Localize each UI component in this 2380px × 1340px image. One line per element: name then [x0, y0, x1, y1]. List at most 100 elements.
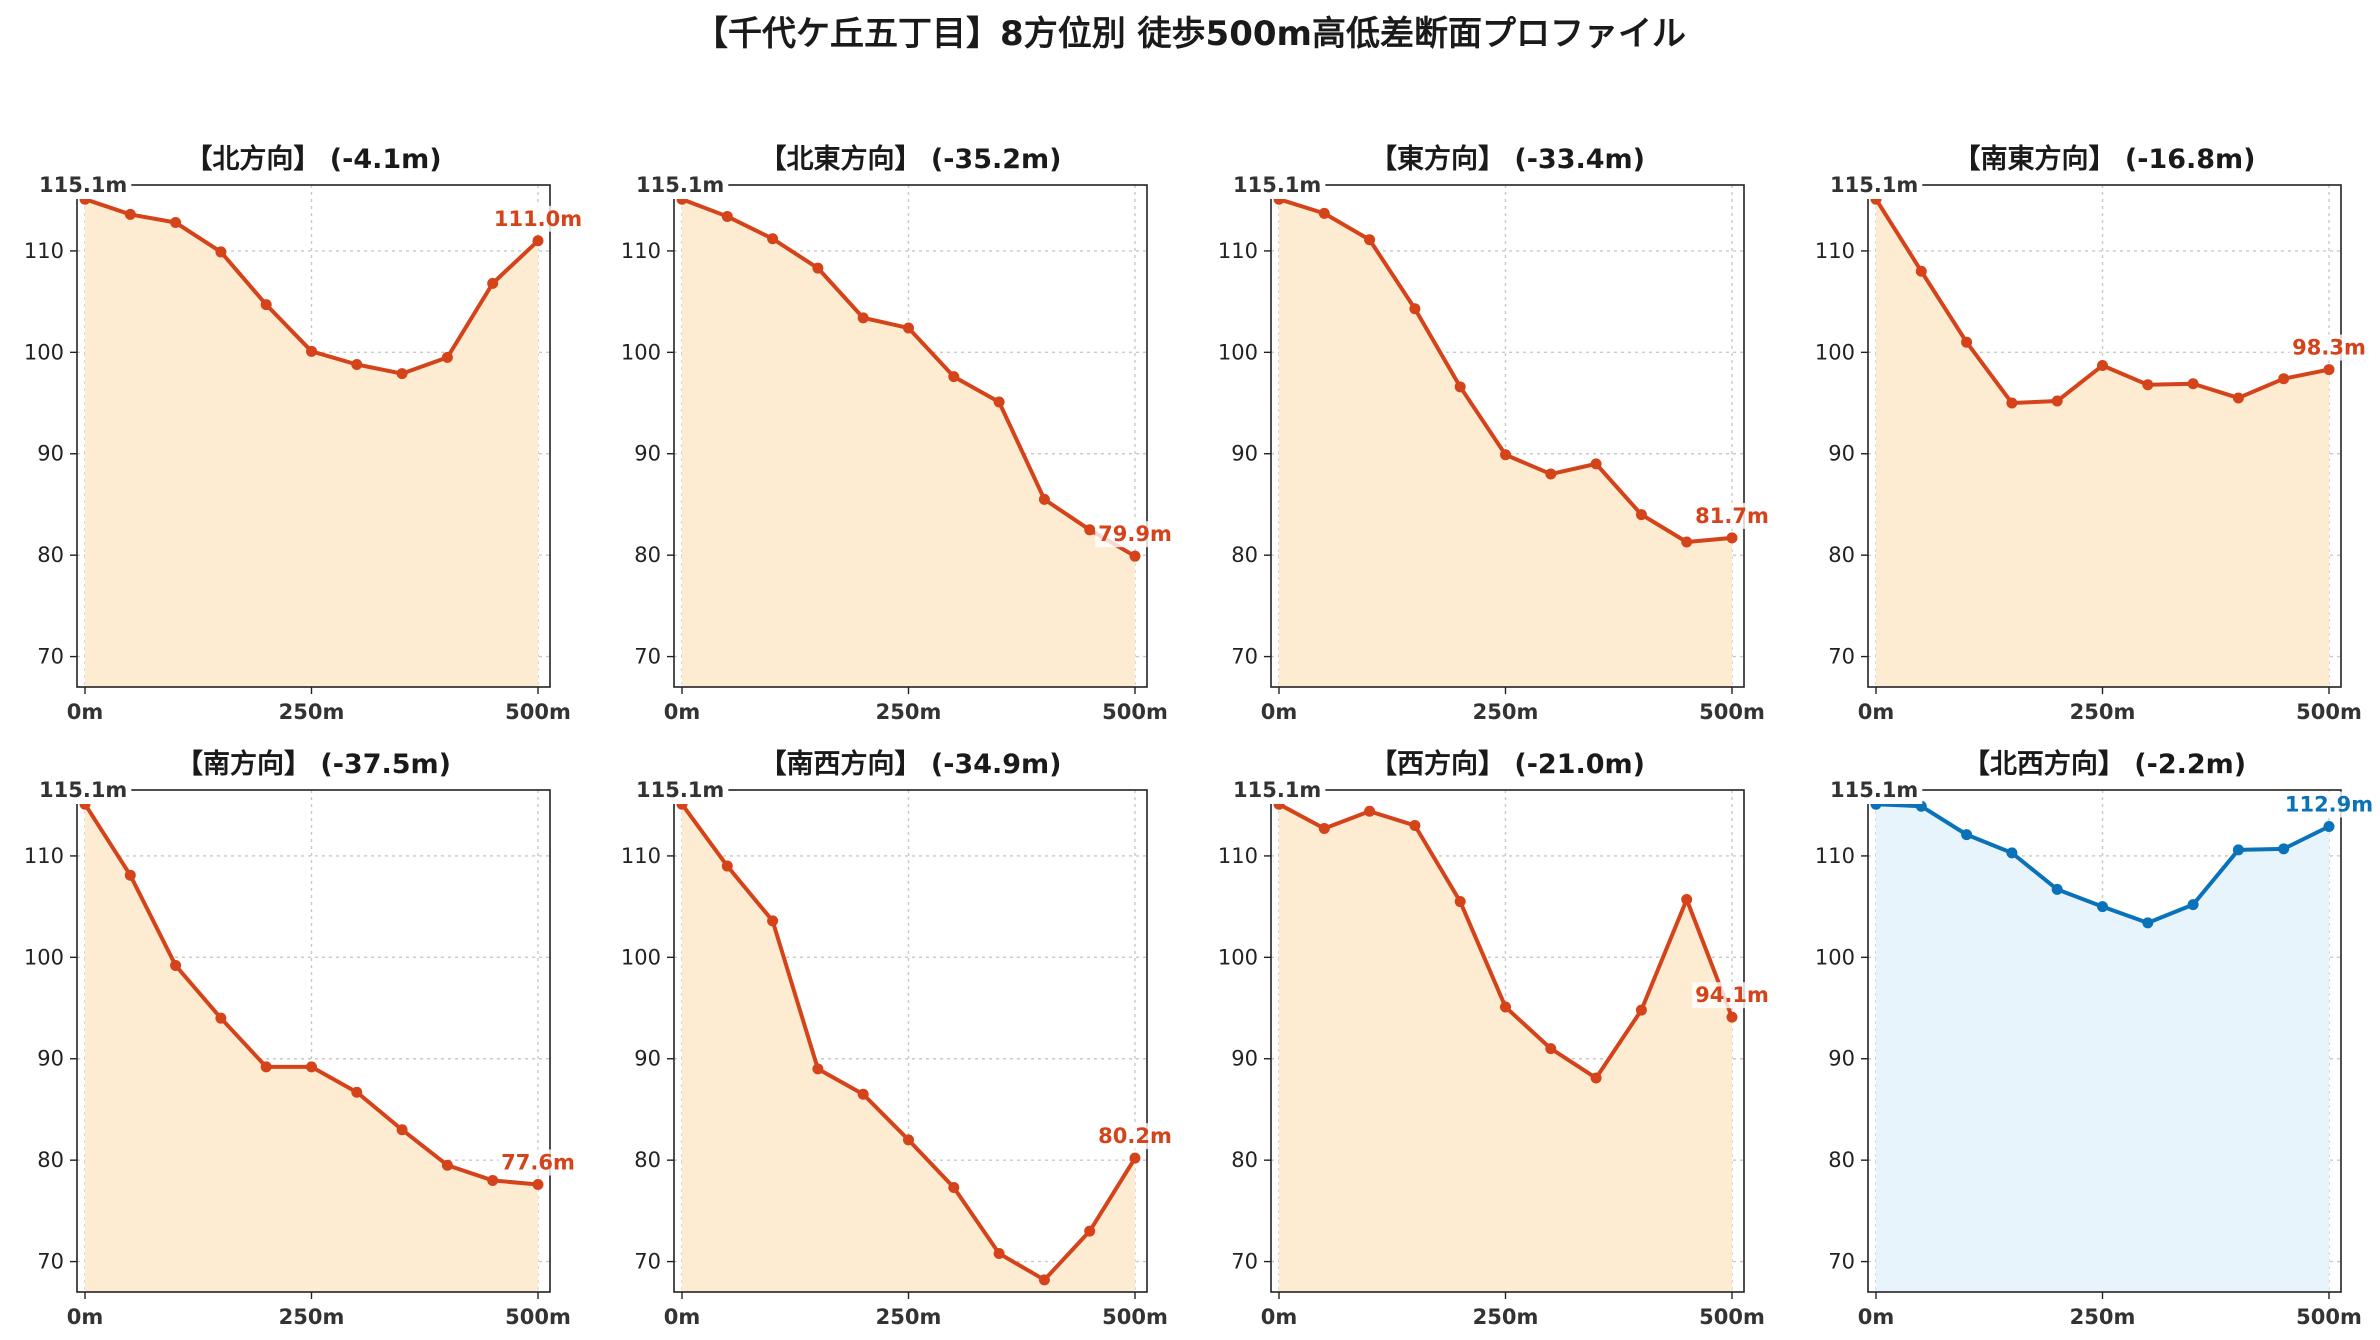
profile-point: [351, 359, 363, 371]
x-tick-label: 250m: [279, 1305, 345, 1329]
profile-point: [1129, 550, 1141, 562]
y-tick-label: 70: [1231, 1250, 1258, 1274]
chart-panel-3: 【南東方向】 (-16.8m) 70 80 90 100 110 0m 250m 500m 115…: [1815, 143, 2369, 724]
profile-point: [1409, 819, 1421, 831]
start-label-bg: [35, 171, 132, 199]
plot-frame: [76, 184, 551, 688]
x-tick-label: 250m: [876, 1305, 942, 1329]
x-tick-label: 0m: [67, 700, 104, 724]
end-label-bg: [1692, 982, 1772, 1009]
x-tick-label: 0m: [1261, 1305, 1298, 1329]
profile-point: [1961, 829, 1973, 841]
profile-point: [2142, 917, 2154, 929]
x-tick-label: 500m: [1102, 700, 1168, 724]
start-elevation-label: 115.1m: [636, 778, 724, 802]
profile-area: [1876, 199, 2329, 687]
plot-frame: [1867, 184, 2342, 688]
profile-area: [1279, 804, 1732, 1292]
y-tick-label: 70: [37, 1250, 64, 1274]
profile-point: [1454, 381, 1466, 393]
profile-point: [2187, 899, 2199, 911]
start-elevation-label: 115.1m: [39, 778, 127, 802]
panel-title: 【北東方向】 (-35.2m): [759, 143, 1061, 175]
profile-point: [812, 262, 824, 274]
plot-frame: [673, 789, 1148, 1293]
end-elevation-label: 77.6m: [501, 1151, 575, 1175]
profile-point: [857, 312, 869, 324]
start-label-bg: [35, 776, 132, 804]
profile-point: [2051, 883, 2063, 895]
profile-point: [1915, 265, 1927, 277]
y-tick-label: 80: [1828, 543, 1855, 567]
y-tick-label: 80: [1231, 1148, 1258, 1172]
profile-point: [532, 1179, 544, 1191]
profile-point: [215, 1012, 227, 1024]
x-tick-label: 500m: [1699, 1305, 1765, 1329]
profile-point: [260, 299, 272, 311]
y-tick-label: 70: [634, 645, 661, 669]
profile-point: [1545, 468, 1557, 480]
profile-point: [1545, 1043, 1557, 1055]
end-label-bg: [2289, 334, 2369, 361]
profile-point: [1084, 524, 1096, 536]
y-tick-label: 100: [24, 340, 64, 364]
profile-point: [260, 1061, 272, 1073]
x-tick-label: 0m: [1858, 700, 1895, 724]
profile-point: [306, 1061, 317, 1073]
profile-point: [532, 235, 544, 247]
end-label-bg: [490, 205, 586, 232]
profile-point: [124, 208, 136, 220]
profile-area: [1876, 804, 2329, 1292]
start-label-bg: [1229, 776, 1326, 804]
panel-title: 【北西方向】 (-2.2m): [1963, 748, 2246, 780]
y-tick-label: 110: [1815, 844, 1855, 868]
chart-panel-0: 【北方向】 (-4.1m) 70 80 90 100 110 0m 250m 500m 115.1…: [24, 143, 586, 724]
y-tick-label: 70: [1828, 645, 1855, 669]
profile-point: [170, 217, 182, 229]
profile-point: [2323, 364, 2335, 376]
profile-point: [721, 210, 733, 222]
x-tick-label: 250m: [2070, 1305, 2136, 1329]
start-label-bg: [1826, 776, 1923, 804]
profile-point: [2278, 843, 2290, 855]
panel-title: 【南西方向】 (-34.9m): [759, 748, 1061, 780]
profile-area: [682, 804, 1135, 1292]
y-tick-label: 90: [1231, 1047, 1258, 1071]
plot-frame: [1270, 184, 1745, 688]
end-label-bg: [498, 1149, 578, 1176]
end-label-bg: [1692, 502, 1772, 529]
plot-frame: [1867, 789, 2342, 1293]
panel-title: 【南方向】 (-37.5m): [176, 748, 451, 780]
profile-point: [767, 233, 779, 245]
start-elevation-label: 115.1m: [1233, 173, 1321, 197]
start-elevation-label: 115.1m: [1233, 778, 1321, 802]
y-tick-label: 80: [634, 543, 661, 567]
x-tick-label: 0m: [664, 700, 701, 724]
x-tick-label: 250m: [1473, 1305, 1539, 1329]
x-tick-label: 0m: [1858, 1305, 1895, 1329]
panel-title: 【西方向】 (-21.0m): [1370, 748, 1645, 780]
profile-point: [767, 915, 779, 927]
profile-point: [2232, 392, 2244, 404]
start-elevation-label: 115.1m: [1830, 173, 1918, 197]
profile-point: [812, 1063, 824, 1075]
profile-point: [2187, 378, 2199, 390]
profile-area: [1279, 199, 1732, 687]
x-tick-label: 500m: [505, 1305, 571, 1329]
x-tick-label: 250m: [2070, 700, 2136, 724]
x-tick-label: 500m: [1102, 1305, 1168, 1329]
end-elevation-label: 94.1m: [1695, 983, 1769, 1007]
profile-point: [1454, 896, 1466, 908]
y-tick-label: 110: [621, 844, 661, 868]
chart-panel-6: 【西方向】 (-21.0m) 70 80 90 100 110 0m 250m 500m 115.…: [1218, 748, 1772, 1329]
y-tick-label: 100: [1815, 340, 1855, 364]
profile-point: [2323, 821, 2335, 833]
start-label-bg: [1826, 171, 1923, 199]
start-elevation-label: 115.1m: [39, 173, 127, 197]
start-label-bg: [632, 171, 729, 199]
profile-point: [903, 1134, 914, 1146]
x-tick-label: 0m: [67, 1305, 104, 1329]
profile-point: [1681, 894, 1693, 906]
y-tick-label: 100: [621, 340, 661, 364]
